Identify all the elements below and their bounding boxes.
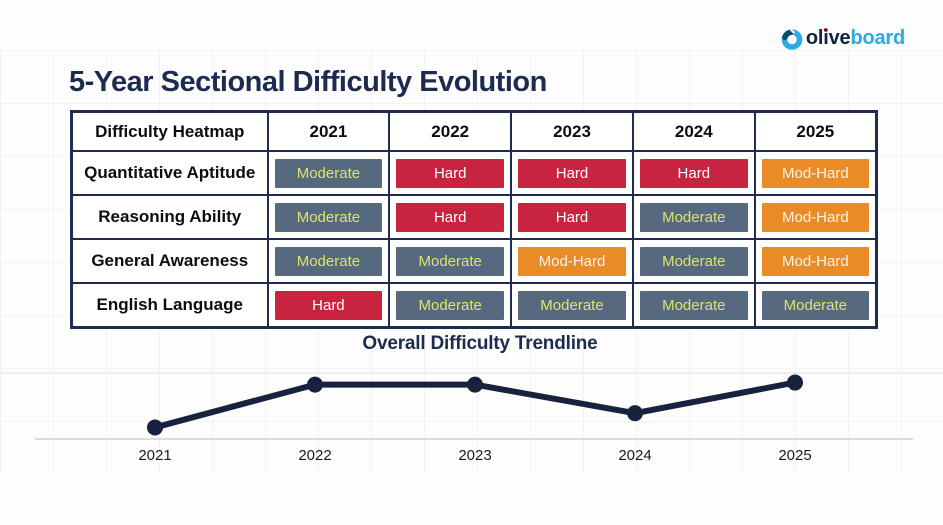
difficulty-cell: Hard bbox=[516, 200, 628, 234]
x-tick-label: 2022 bbox=[298, 447, 331, 464]
difficulty-cell: Hard bbox=[394, 156, 507, 190]
table-row-general-awareness: General Awareness Moderate Moderate Mod-… bbox=[70, 238, 878, 284]
data-point-marker bbox=[147, 419, 163, 436]
x-tick-label: 2025 bbox=[778, 447, 811, 464]
x-tick-label: 2024 bbox=[618, 447, 651, 464]
difficulty-cell: Moderate bbox=[516, 288, 628, 322]
data-point-marker bbox=[787, 374, 803, 391]
header-year-2023: 2023 bbox=[510, 110, 634, 152]
data-point-marker bbox=[627, 405, 643, 422]
x-tick-label: 2023 bbox=[458, 447, 491, 464]
header-difficulty-heatmap: Difficulty Heatmap bbox=[70, 110, 269, 152]
chart-title: Overall Difficulty Trendline bbox=[362, 333, 598, 354]
difficulty-cell: Hard bbox=[272, 288, 385, 322]
difficulty-heatmap-table: Difficulty Heatmap 2021 2022 2023 2024 2… bbox=[70, 110, 878, 329]
difficulty-cell: Moderate bbox=[272, 244, 385, 278]
difficulty-cell: Mod-Hard bbox=[516, 244, 628, 278]
header-year-2024: 2024 bbox=[631, 110, 756, 152]
difficulty-cell: Moderate bbox=[637, 288, 750, 322]
difficulty-cell: Hard bbox=[516, 156, 628, 190]
row-label: Quantitative Aptitude bbox=[70, 150, 269, 196]
difficulty-cell: Moderate bbox=[272, 200, 385, 234]
header-year-2021: 2021 bbox=[266, 110, 391, 152]
header-year-2022: 2022 bbox=[388, 110, 513, 152]
difficulty-cell: Moderate bbox=[637, 200, 750, 234]
difficulty-cell: Mod-Hard bbox=[759, 156, 871, 190]
difficulty-cell: Moderate bbox=[272, 156, 385, 190]
data-point-marker bbox=[307, 376, 323, 393]
oliveboard-swoosh-icon bbox=[781, 28, 803, 50]
x-tick-label: 2021 bbox=[138, 447, 171, 464]
table-row-reasoning-ability: Reasoning Ability Moderate Hard Hard Mod… bbox=[70, 194, 878, 240]
row-label: Reasoning Ability bbox=[70, 194, 269, 240]
header-year-2025: 2025 bbox=[753, 110, 878, 152]
trendline-plot: 2021 2022 2023 2024 2025 bbox=[0, 372, 943, 464]
difficulty-cell: Mod-Hard bbox=[759, 244, 871, 278]
overall-difficulty-trendline-chart: Overall Difficulty Trendline 2021 2022 202… bbox=[0, 330, 943, 480]
difficulty-cell: Hard bbox=[394, 200, 507, 234]
table-row-english-language: English Language Hard Moderate Moderate … bbox=[70, 282, 878, 329]
row-label: English Language bbox=[70, 282, 269, 329]
difficulty-cell: Hard bbox=[637, 156, 750, 190]
data-point-marker bbox=[467, 376, 483, 393]
logo-text: oliveboard bbox=[805, 27, 905, 49]
row-label: General Awareness bbox=[70, 238, 269, 284]
table-row-quantitative-aptitude: Quantitative Aptitude Moderate Hard Hard… bbox=[70, 150, 878, 196]
difficulty-cell: Mod-Hard bbox=[759, 200, 871, 234]
difficulty-cell: Moderate bbox=[394, 288, 507, 322]
difficulty-cell: Moderate bbox=[759, 288, 871, 322]
page-title: 5-Year Sectional Difficulty Evolution bbox=[69, 66, 547, 98]
header-row: Difficulty Heatmap 2021 2022 2023 2024 2… bbox=[70, 110, 878, 152]
oliveboard-logo: oliveboard bbox=[781, 27, 905, 50]
difficulty-cell: Moderate bbox=[394, 244, 507, 278]
difficulty-cell: Moderate bbox=[637, 244, 750, 278]
